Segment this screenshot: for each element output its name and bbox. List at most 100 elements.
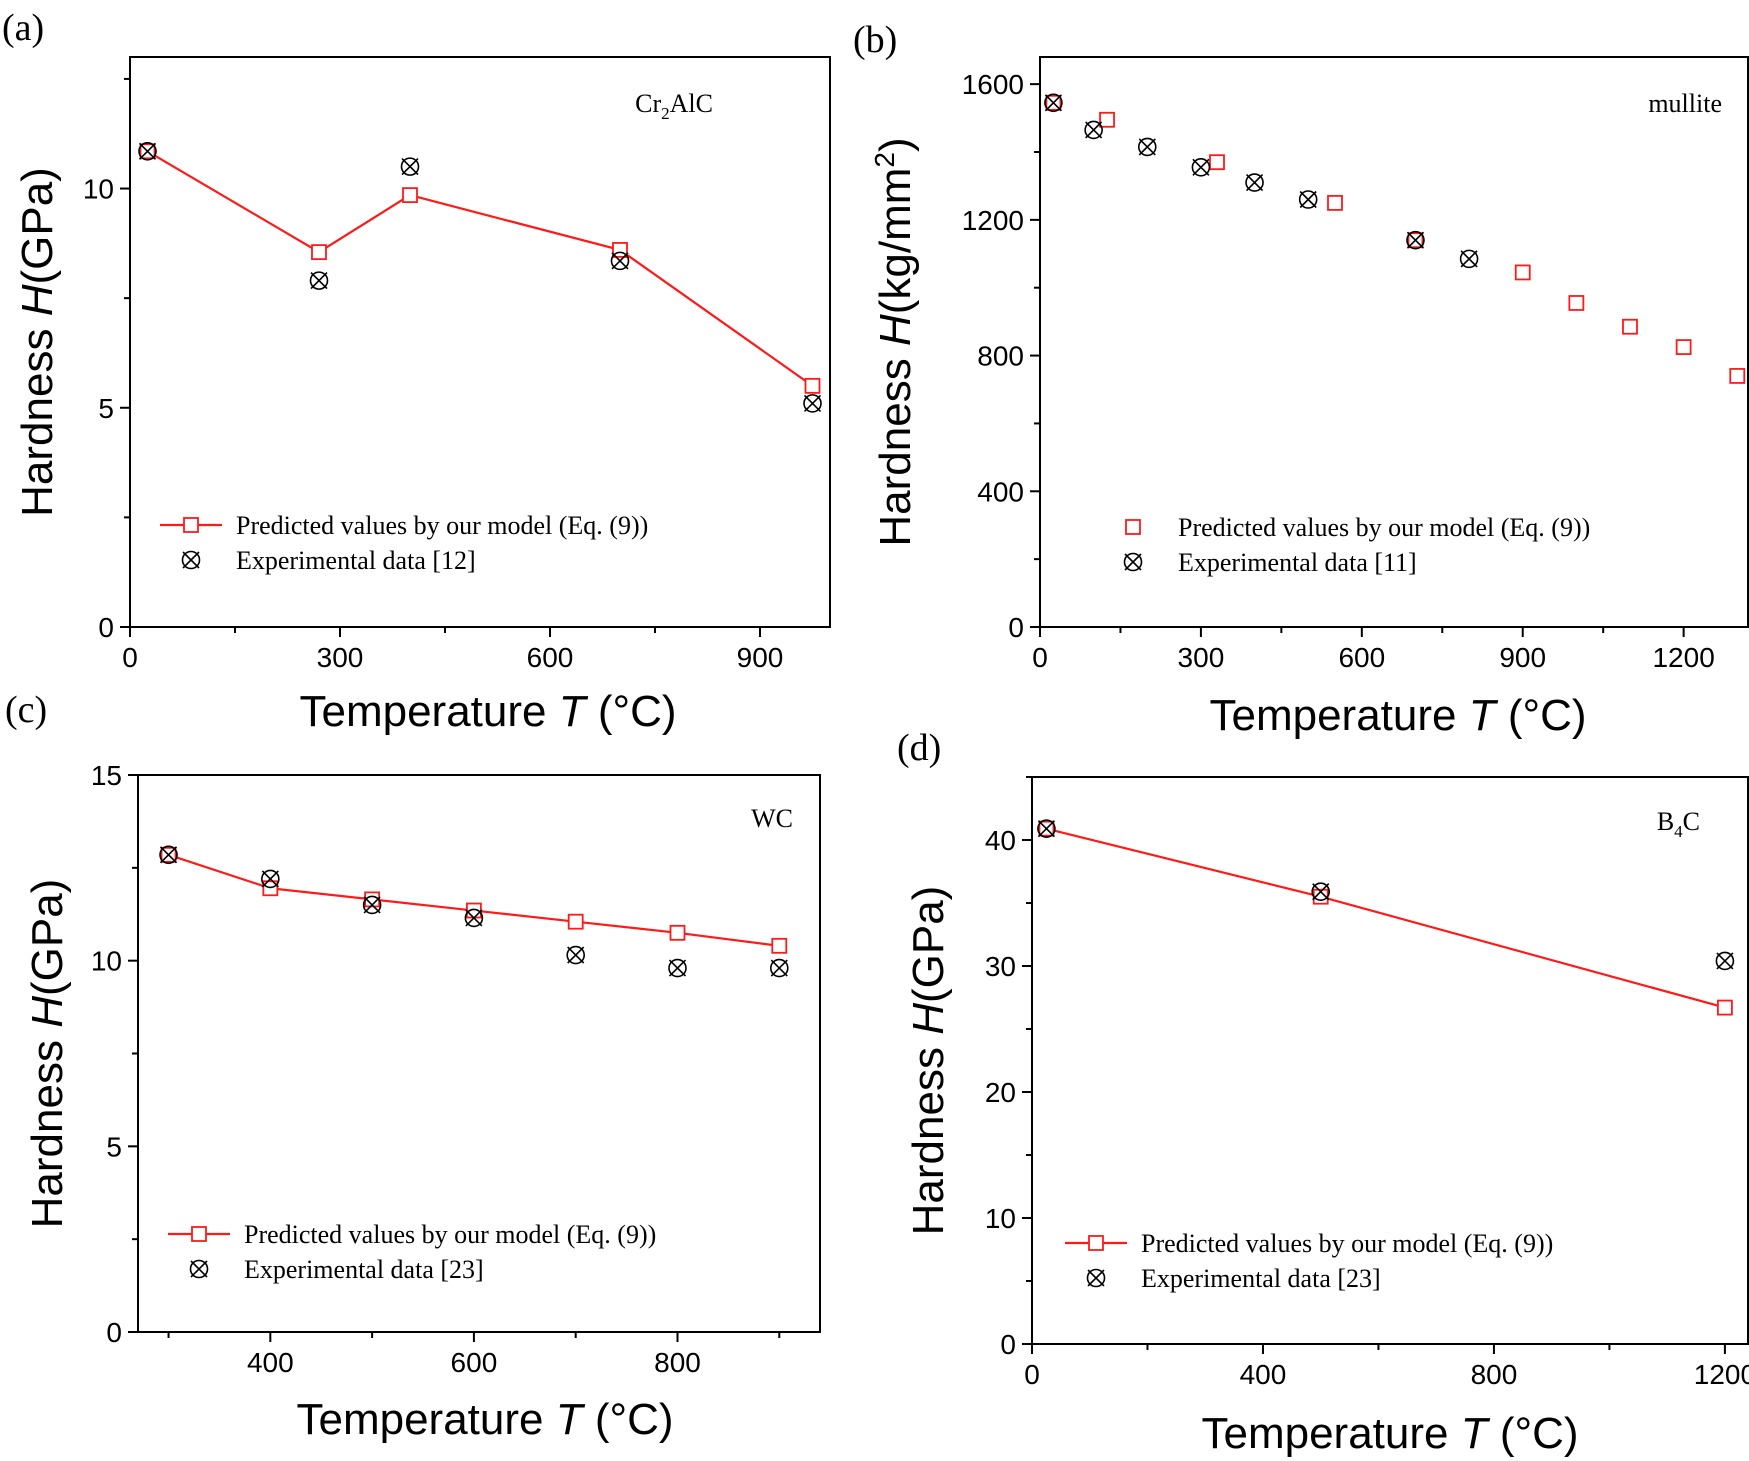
data-point-experimental [1406, 230, 1425, 250]
y-tick-label: 0 [98, 612, 114, 643]
marker-cross-b [1192, 158, 1210, 176]
marker-cross-b [1044, 94, 1062, 112]
data-point-predicted [567, 913, 584, 930]
data-point-predicted [771, 937, 788, 954]
chart-panel-b: (b) 0 300 600 900 1200 0 400 800 1200 1600 Temperat… [853, 19, 1749, 740]
chart-panel-c: (c) 400 600 800 0 5 10 15 Temperature T (°C) Hard… [5, 689, 821, 1444]
x-tick-label: 800 [654, 1347, 701, 1378]
series-predicted [139, 143, 821, 394]
x-axis-label: Temperature T (°C) [299, 687, 676, 736]
x-tick-label: 400 [247, 1347, 294, 1378]
data-point-experimental [1191, 157, 1211, 177]
x-tick-label: 400 [1240, 1359, 1287, 1390]
material-label: WC [751, 804, 793, 833]
legend: Predicted values by our model (Eq. (9)) E… [168, 1220, 656, 1284]
data-point-experimental [1245, 173, 1264, 192]
marker-ring [769, 958, 789, 978]
legend-label-experimental: Experimental data [23] [244, 1255, 484, 1284]
marker-cross-b [138, 142, 157, 160]
x-tick-label: 600 [1338, 642, 1385, 673]
x-tick-label: 0 [122, 642, 138, 673]
data-point-predicted [1717, 999, 1733, 1016]
marker-ring [464, 908, 484, 928]
panel-label: (d) [897, 727, 941, 769]
marker-cross-b [182, 551, 200, 569]
legend-marker-experimental [1086, 1268, 1106, 1288]
x-tick-label: 900 [737, 642, 784, 673]
legend-label-predicted: Predicted values by our model (Eq. (9)) [244, 1220, 656, 1249]
marker-cross-b [1245, 173, 1264, 192]
legend-label-experimental: Experimental data [23] [1141, 1264, 1381, 1293]
plot-frame [129, 56, 831, 628]
marker-cross-b [803, 394, 822, 412]
series-experimental [1037, 819, 1735, 971]
data-point-experimental [1037, 819, 1056, 838]
marker-ring [610, 251, 630, 271]
marker-cross-b [465, 909, 483, 927]
series-line [168, 853, 780, 947]
x-tick-label: 1200 [1652, 642, 1714, 673]
marker-cross-b [261, 870, 279, 888]
legend-marker-experimental [1123, 552, 1143, 572]
marker-cross-b [190, 1260, 208, 1278]
data-point-predicted [1675, 339, 1692, 355]
series-line [146, 150, 814, 387]
marker-cross-b [310, 272, 328, 290]
x-tick-label: 300 [317, 642, 364, 673]
x-tick-label: 1200 [1694, 1359, 1749, 1390]
x-axis-label: Temperature T (°C) [296, 1395, 673, 1444]
marker-ring [1084, 120, 1103, 140]
x-axis-label: Temperature T (°C) [1209, 691, 1586, 740]
marker-ring [1311, 882, 1331, 901]
data-point-experimental [261, 869, 280, 889]
data-point-experimental [159, 845, 178, 865]
legend-marker-experimental [189, 1259, 209, 1279]
marker-cross-b [1299, 190, 1317, 209]
y-tick-label: 5 [106, 1131, 122, 1162]
y-tick-label: 30 [985, 951, 1016, 982]
marker-ring [1245, 173, 1264, 192]
marker-ring [1137, 137, 1157, 157]
data-point-experimental [1298, 190, 1318, 209]
y-axis-label: Hardness H(GPa) [23, 879, 72, 1229]
series-predicted [1038, 820, 1733, 1016]
series-predicted [160, 846, 788, 954]
marker-cross-b [401, 158, 419, 176]
data-point-experimental [610, 251, 630, 271]
data-point-experimental [362, 895, 382, 915]
data-point-predicted [311, 244, 327, 261]
marker-cross-b [1087, 1269, 1105, 1287]
y-tick-label: 800 [977, 341, 1024, 372]
marker-cross-b [1716, 952, 1734, 970]
marker-cross-b [1037, 820, 1056, 838]
y-tick-label: 10 [91, 946, 122, 977]
panel-label: (c) [5, 689, 47, 731]
legend-marker-predicted [1088, 1235, 1104, 1251]
data-point-experimental [464, 908, 484, 928]
material-label: B4C [1657, 807, 1700, 841]
marker-ring [362, 895, 382, 915]
marker-ring [1037, 819, 1056, 838]
marker-cross-b [1124, 553, 1142, 571]
data-point-predicted [1514, 264, 1531, 281]
marker-cross-b [1406, 231, 1425, 249]
legend: Predicted values by our model (Eq. (9)) E… [160, 511, 648, 575]
marker-cross-b [363, 896, 381, 914]
material-label: Cr2AlC [635, 89, 713, 123]
marker-cross-b [770, 959, 788, 977]
marker-ring [1298, 190, 1318, 209]
data-point-experimental [1715, 951, 1735, 971]
data-point-predicted [669, 924, 686, 941]
legend-marker-predicted [191, 1226, 207, 1242]
data-point-experimental [400, 157, 420, 176]
data-point-predicted [804, 377, 821, 394]
plot-frame [1031, 776, 1749, 1345]
data-point-experimental [1044, 93, 1063, 113]
marker-cross-b [1460, 250, 1478, 268]
marker-ring [309, 271, 329, 290]
y-tick-label: 1600 [962, 69, 1024, 100]
x-tick-label: 600 [451, 1347, 498, 1378]
panel-label: (b) [853, 19, 897, 61]
marker-ring [803, 394, 822, 413]
series-experimental [159, 845, 789, 978]
